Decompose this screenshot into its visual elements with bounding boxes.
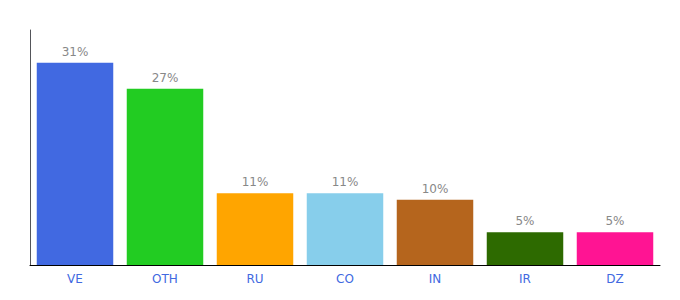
svg-text:27%: 27% <box>152 71 179 85</box>
svg-text:DZ: DZ <box>606 272 623 286</box>
svg-text:IR: IR <box>519 272 531 286</box>
svg-text:CO: CO <box>336 272 354 286</box>
svg-text:VE: VE <box>67 272 83 286</box>
svg-text:31%: 31% <box>62 45 89 59</box>
svg-text:10%: 10% <box>422 182 449 196</box>
svg-text:5%: 5% <box>515 214 534 228</box>
svg-text:11%: 11% <box>332 175 359 189</box>
svg-text:11%: 11% <box>242 175 269 189</box>
svg-text:IN: IN <box>429 272 442 286</box>
svg-text:OTH: OTH <box>152 272 178 286</box>
svg-text:5%: 5% <box>605 214 624 228</box>
svg-text:RU: RU <box>246 272 263 286</box>
